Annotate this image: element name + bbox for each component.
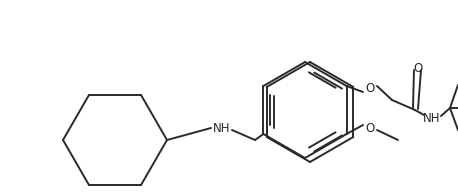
Text: NH: NH [423,112,441,125]
Text: O: O [414,61,423,74]
Text: O: O [365,81,375,94]
Text: O: O [365,121,375,134]
Text: NH: NH [213,121,231,134]
